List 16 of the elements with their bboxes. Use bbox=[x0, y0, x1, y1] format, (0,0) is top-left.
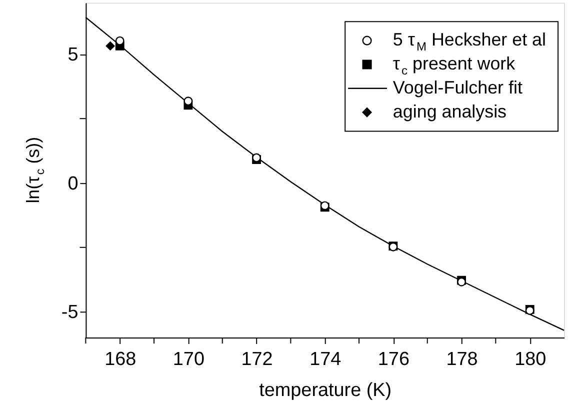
x-tick-label: 178 bbox=[446, 348, 478, 370]
point bbox=[106, 42, 115, 50]
x-tick-label: 180 bbox=[514, 348, 546, 370]
y-tick-label: -5 bbox=[61, 302, 78, 324]
x-tick-label: 172 bbox=[241, 348, 273, 370]
x-tick-label: 170 bbox=[172, 348, 204, 370]
legend-label: aging analysis bbox=[392, 101, 507, 122]
x-tick-label: 174 bbox=[310, 348, 342, 370]
legend-label: Vogel-Fulcher fit bbox=[392, 77, 522, 98]
point bbox=[115, 36, 124, 46]
x-tick-label: 168 bbox=[104, 348, 136, 370]
y-tick-label: 5 bbox=[68, 44, 78, 66]
x-axis-title: temperature (K) bbox=[259, 380, 392, 401]
y-axis-title: ln(τc (s)) bbox=[22, 136, 47, 204]
y-tick-label: 0 bbox=[68, 173, 78, 194]
x-tick-label: 176 bbox=[378, 348, 410, 370]
